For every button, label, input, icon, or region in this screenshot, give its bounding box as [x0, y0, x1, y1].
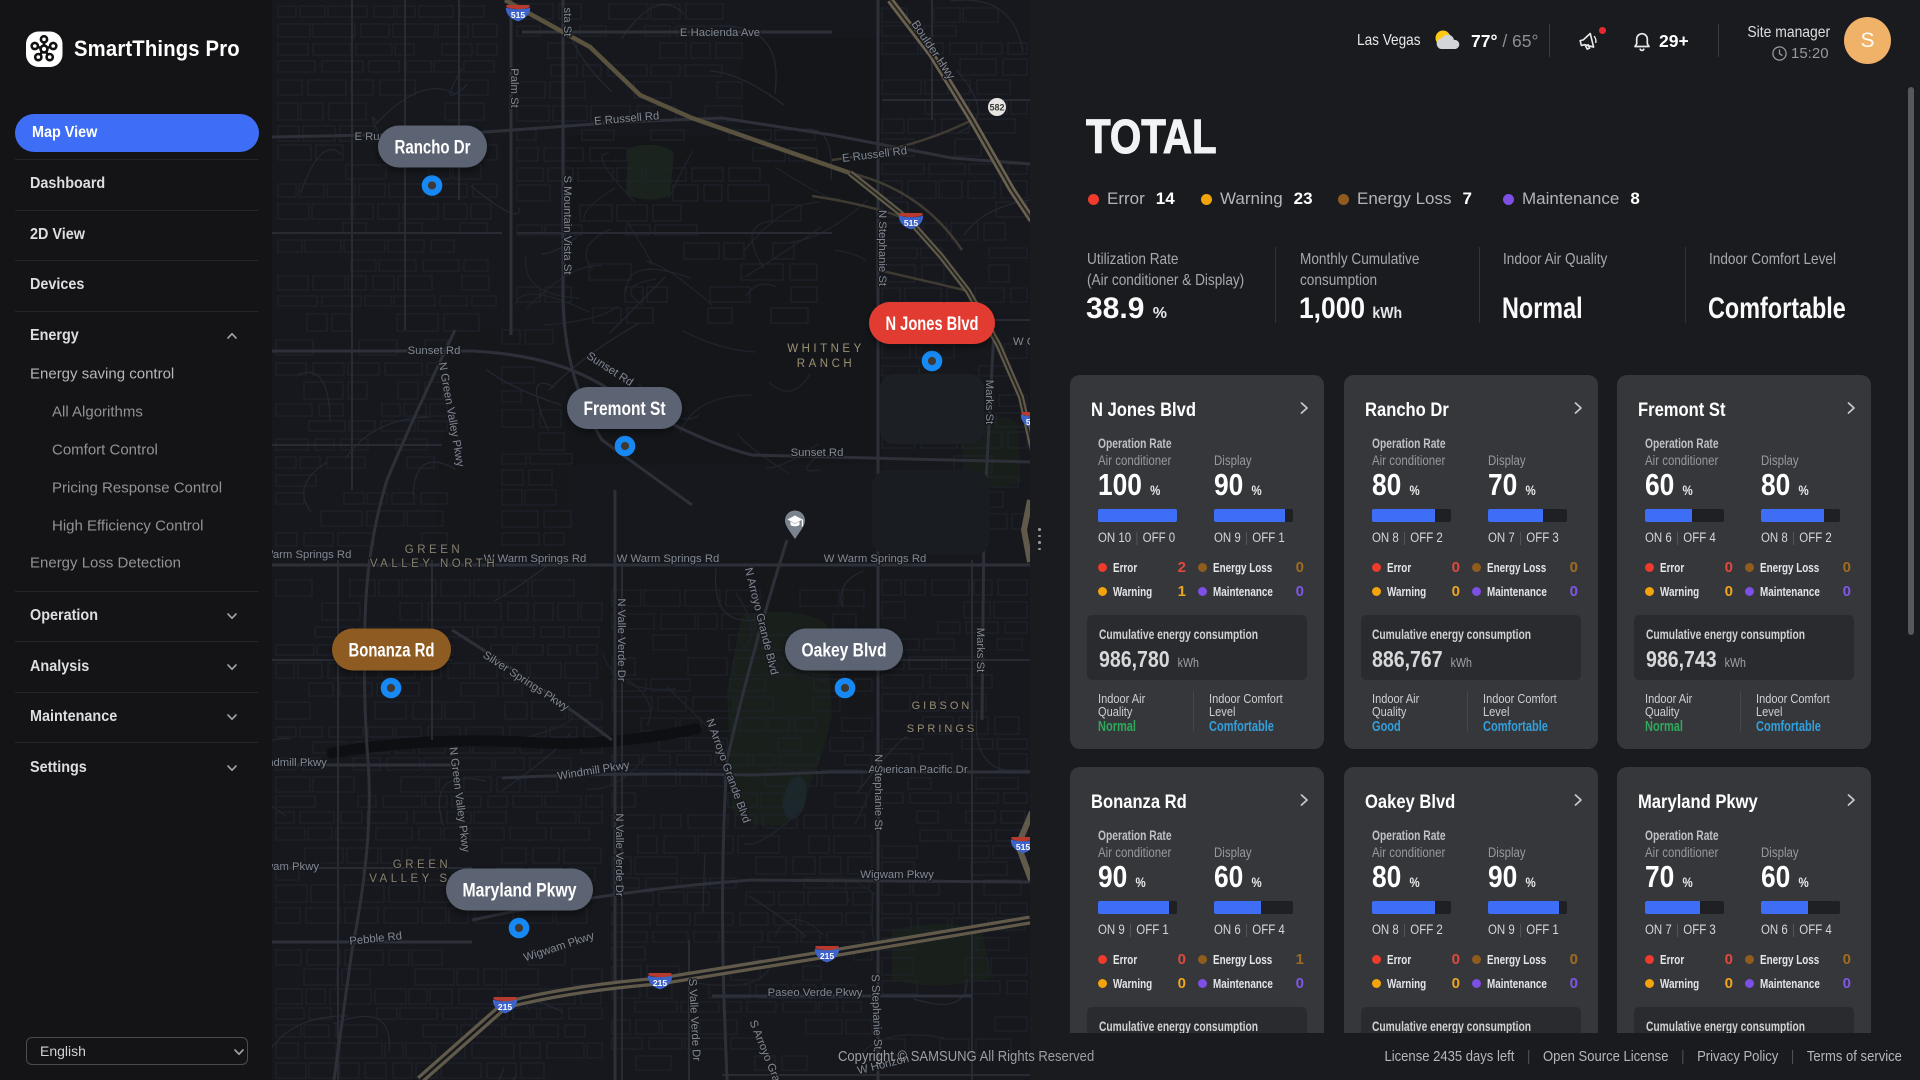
svg-text:Bonanza Rd: Bonanza Rd	[349, 640, 435, 662]
svg-text:215: 215	[820, 951, 834, 961]
svg-text:Paseo Verde Pkwy: Paseo Verde Pkwy	[768, 987, 863, 999]
svg-text:wam Pkwy: wam Pkwy	[272, 861, 319, 873]
svg-text:SPRINGS: SPRINGS	[907, 723, 978, 735]
svg-text:Wigwam Pkwy: Wigwam Pkwy	[860, 869, 934, 881]
svg-text:N Stephanie St: N Stephanie St	[876, 210, 888, 287]
svg-text:VALLEY NORTH: VALLEY NORTH	[370, 558, 498, 570]
svg-text:E Hacienda Ave: E Hacienda Ave	[680, 27, 760, 39]
svg-text:GREEN: GREEN	[393, 859, 451, 871]
svg-text:Oakey Blvd: Oakey Blvd	[802, 640, 887, 662]
svg-text:WHITNEY: WHITNEY	[787, 343, 865, 355]
svg-text:N Stephanie St: N Stephanie St	[872, 754, 884, 831]
svg-text:VALLEY SOU: VALLEY SOU	[369, 873, 475, 885]
svg-text:582: 582	[989, 103, 1004, 113]
svg-text:Marks St: Marks St	[983, 380, 995, 425]
svg-text:S Valle Verde Dr: S Valle Verde Dr	[686, 978, 702, 1061]
svg-text:Warm Springs Rd: Warm Springs Rd	[272, 549, 351, 561]
svg-text:W Warm Springs Rd: W Warm Springs Rd	[824, 553, 927, 565]
svg-text:S Mountain Vista St: S Mountain Vista St	[561, 175, 573, 275]
svg-text:W Warm Springs Rd: W Warm Springs Rd	[484, 553, 587, 565]
svg-text:515: 515	[1016, 842, 1030, 852]
svg-text:N Valle Verde Dr: N Valle Verde Dr	[613, 813, 625, 897]
svg-text:GIBSON: GIBSON	[912, 700, 973, 712]
svg-text:Palm St: Palm St	[508, 68, 520, 108]
svg-text:E Ru: E Ru	[354, 131, 379, 143]
svg-text:Sunset Rd: Sunset Rd	[791, 447, 844, 459]
svg-text:515: 515	[511, 10, 525, 20]
svg-text:W Warm Springs Rd: W Warm Springs Rd	[617, 553, 720, 565]
svg-text:Marks St: Marks St	[974, 628, 986, 673]
svg-text:N Jones Blvd: N Jones Blvd	[886, 313, 979, 335]
svg-text:515: 515	[904, 218, 918, 228]
svg-text:American Pacific Dr: American Pacific Dr	[868, 764, 967, 776]
svg-text:Rancho Dr: Rancho Dr	[395, 137, 471, 159]
svg-text:sta St: sta St	[561, 8, 573, 38]
svg-text:ndmill Pkwy: ndmill Pkwy	[272, 757, 327, 769]
svg-text:S Stephanie St: S Stephanie St	[869, 974, 884, 1051]
svg-text:Fremont St: Fremont St	[584, 398, 666, 420]
svg-text:GREEN: GREEN	[405, 544, 463, 556]
svg-text:RANCH: RANCH	[797, 358, 855, 370]
svg-text:Sunset Rd: Sunset Rd	[408, 345, 461, 357]
svg-text:N Valle Verde Dr: N Valle Verde Dr	[615, 598, 627, 682]
svg-text:215: 215	[498, 1002, 512, 1012]
svg-text:W Gal: W Gal	[1013, 336, 1030, 348]
svg-text:Maryland Pkwy: Maryland Pkwy	[463, 880, 577, 902]
svg-text:215: 215	[653, 978, 667, 988]
